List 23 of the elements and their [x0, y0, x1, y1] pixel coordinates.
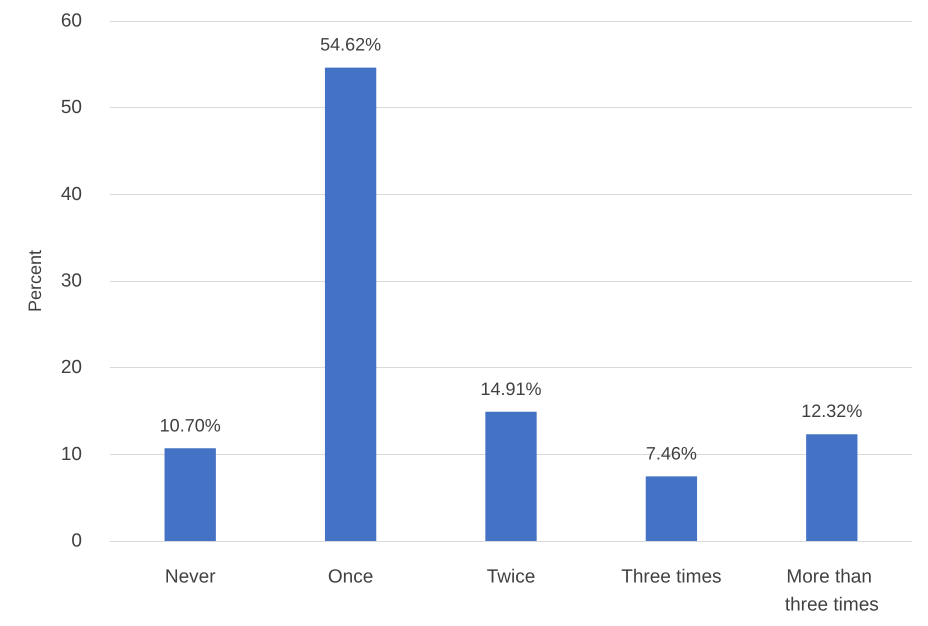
y-tick-label: 60 [60, 10, 82, 32]
y-tick-label: 40 [60, 184, 82, 205]
x-tick-label: Three times [621, 566, 722, 588]
data-label: 54.62% [320, 34, 382, 55]
bar [164, 448, 216, 541]
x-tick-label: More than three times [784, 566, 879, 616]
bar [324, 68, 376, 541]
bar [646, 476, 698, 541]
data-label: 10.70% [160, 415, 221, 436]
data-label: 14.91% [480, 378, 542, 399]
x-tick-label: Once [328, 566, 374, 588]
data-label: 7.46% [646, 443, 697, 464]
x-tick-label: Never [164, 566, 216, 588]
data-label: 12.32% [801, 401, 862, 422]
y-axis-title: Percent [25, 250, 45, 312]
bar [806, 434, 858, 541]
y-tick-label: 20 [60, 357, 82, 378]
y-tick-label: 50 [60, 97, 82, 118]
x-tick-label: Twice [486, 566, 536, 588]
bar [485, 412, 537, 541]
y-tick-label: 0 [71, 530, 82, 552]
y-tick-label: 30 [60, 270, 82, 292]
y-tick-label: 10 [60, 444, 82, 465]
